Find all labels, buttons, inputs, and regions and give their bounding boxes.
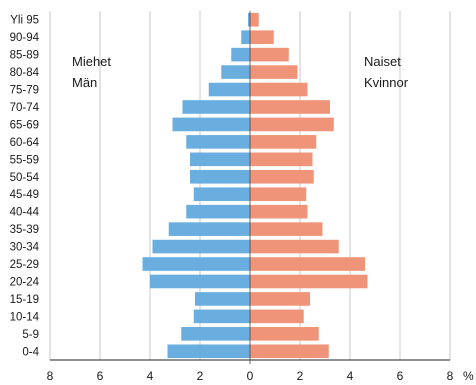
bar-left-30-34 <box>152 239 250 254</box>
bar-left-90-94 <box>241 30 250 44</box>
bar-right-50-54 <box>250 169 314 184</box>
bar-right-55-59 <box>250 152 313 167</box>
category-label: 10-14 <box>10 311 40 323</box>
bar-right-65-69 <box>250 117 334 132</box>
bar-left-70-74 <box>182 100 250 114</box>
x-tick-label: 4 <box>347 369 354 383</box>
bar-left-60-64 <box>186 135 250 149</box>
category-label: 5-9 <box>22 329 39 341</box>
bar-right-25-29 <box>250 257 365 271</box>
bar-left-20-24 <box>150 274 250 289</box>
bar-right-Yli 95 <box>250 12 259 27</box>
bar-right-85-89 <box>250 47 289 62</box>
bar-right-70-74 <box>250 100 330 114</box>
bar-left-5-9 <box>181 327 250 341</box>
x-tick-labels: 8 6 4 2 0 2 4 6 8 <box>47 369 454 383</box>
category-label: 30-34 <box>10 242 40 254</box>
bar-left-25-29 <box>142 257 250 271</box>
bar-right-15-19 <box>250 292 310 306</box>
category-label: 90-94 <box>10 32 40 44</box>
category-label: 55-59 <box>10 154 39 166</box>
x-tick-label: 8 <box>47 369 54 383</box>
bar-right-35-39 <box>250 222 323 236</box>
bar-right-5-9 <box>250 327 319 341</box>
bar-left-35-39 <box>168 222 250 236</box>
bar-left-10-14 <box>193 309 250 324</box>
left-panel-label-1: Miehet <box>72 54 111 69</box>
bar-left-Yli 95 <box>248 12 250 27</box>
left-panel-label-2: Män <box>72 75 97 90</box>
bar-left-65-69 <box>172 117 250 132</box>
bar-right-75-79 <box>250 82 308 97</box>
bar-right-90-94 <box>250 30 274 44</box>
bar-left-80-84 <box>221 65 250 79</box>
bar-left-40-44 <box>186 204 250 219</box>
bar-left-15-19 <box>195 292 250 306</box>
bar-right-60-64 <box>250 135 317 149</box>
right-panel-label-2: Kvinnor <box>364 75 409 90</box>
category-label: 20-24 <box>10 276 40 288</box>
category-label: 70-74 <box>10 102 40 114</box>
x-tick-label: 0 <box>247 369 254 383</box>
bar-left-85-89 <box>231 47 250 62</box>
category-label: 65-69 <box>10 119 39 131</box>
bar-right-45-49 <box>250 187 307 202</box>
x-unit-label: % <box>463 369 474 383</box>
category-label: 45-49 <box>10 189 39 201</box>
bar-left-55-59 <box>190 152 250 167</box>
bar-right-40-44 <box>250 204 308 219</box>
x-tick-label: 8 <box>447 369 454 383</box>
right-panel-label-1: Naiset <box>364 54 401 69</box>
category-label: 80-84 <box>10 67 40 79</box>
category-label: Yli 95 <box>10 15 39 27</box>
x-tick-label: 6 <box>97 369 104 383</box>
category-label: 15-19 <box>10 294 39 306</box>
category-label: 85-89 <box>10 50 39 62</box>
category-label: 50-54 <box>10 172 40 184</box>
x-tick-label: 2 <box>297 369 304 383</box>
bar-right-10-14 <box>250 309 304 324</box>
bar-right-30-34 <box>250 239 339 254</box>
category-label: 60-64 <box>10 137 40 149</box>
bar-left-75-79 <box>208 82 250 97</box>
bar-left-0-4 <box>167 344 250 359</box>
category-label: 0-4 <box>22 346 39 358</box>
category-labels: 0-4 5-9 10-14 15-19 20-24 25-29 30-34 35-39 40-4… <box>10 15 40 359</box>
bar-right-0-4 <box>250 344 329 359</box>
gridlines <box>49 11 451 360</box>
x-tick-label: 4 <box>147 369 154 383</box>
category-label: 35-39 <box>10 224 39 236</box>
category-label: 25-29 <box>10 259 39 271</box>
category-label: 75-79 <box>10 85 39 97</box>
bar-left-45-49 <box>193 187 250 202</box>
category-label: 40-44 <box>10 207 40 219</box>
bar-right-80-84 <box>250 65 298 79</box>
x-tick-label: 6 <box>397 369 404 383</box>
x-tick-label: 2 <box>197 369 204 383</box>
bar-left-50-54 <box>190 169 250 184</box>
bars <box>142 12 368 359</box>
bar-right-20-24 <box>250 274 368 289</box>
